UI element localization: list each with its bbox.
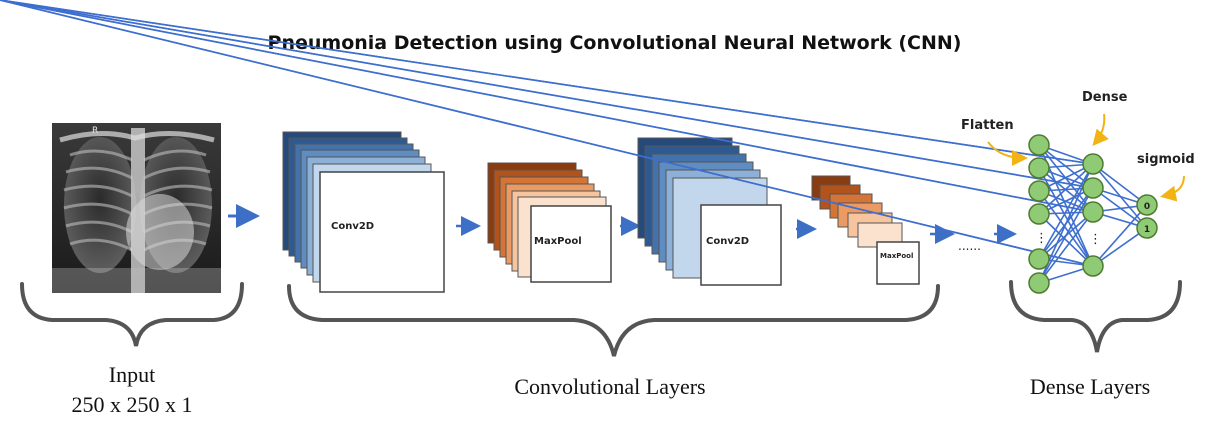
maxpool-label-1: MaxPool xyxy=(534,236,582,247)
flatten-node xyxy=(1028,203,1050,225)
connection-edge xyxy=(1038,187,1094,284)
connection-edge xyxy=(1038,163,1094,215)
sigmoid-callout-arrow xyxy=(1160,175,1185,202)
dense-node xyxy=(1082,177,1104,199)
connection-edge xyxy=(1038,163,1094,260)
conv-bracket xyxy=(287,284,940,357)
dense-label: Dense xyxy=(1082,90,1128,105)
input-bracket xyxy=(20,282,244,347)
connection-edge xyxy=(1038,213,1094,267)
flatten-node xyxy=(1028,134,1050,156)
connection-edge xyxy=(1092,227,1148,267)
connection-edge xyxy=(1092,163,1148,206)
conv2d-layer-2: Conv2D xyxy=(637,137,782,286)
dense-node xyxy=(1082,255,1104,277)
connection-edge xyxy=(1038,167,1094,267)
flatten-vertical-dots: ⋮ xyxy=(1035,231,1048,246)
output-layer-nodes: 0 1 xyxy=(1136,194,1158,239)
continuation-dots: ...... xyxy=(958,239,981,253)
dense-vertical-dots: ⋮ xyxy=(1089,232,1102,247)
connection-edge xyxy=(1092,204,1148,267)
dense-node xyxy=(1082,201,1104,223)
flatten-node xyxy=(1028,180,1050,202)
connection-edge xyxy=(0,0,1094,213)
flatten-label: Flatten xyxy=(961,118,1014,133)
output-node-1-label: 1 xyxy=(1144,225,1150,235)
dense-callout-arrow xyxy=(1092,113,1109,147)
output-node-1 xyxy=(1136,217,1158,239)
connection-edge xyxy=(1038,211,1094,284)
flatten-node xyxy=(1028,157,1050,179)
conv2d-layer-1: Conv2D xyxy=(282,131,445,293)
maxpool-label-2: MaxPool xyxy=(880,252,913,260)
maxpool-layer-2: MaxPool xyxy=(811,175,920,285)
input-group-label: Input xyxy=(108,362,156,387)
sigmoid-label: sigmoid xyxy=(1137,152,1195,167)
conv2d-label-2: Conv2D xyxy=(706,236,749,247)
dense-layer-nodes: ⋮ xyxy=(1082,153,1104,277)
flatten-callout-arrow xyxy=(987,141,1028,166)
xray-image: R xyxy=(52,123,221,293)
xray-marker: R xyxy=(92,126,98,136)
conv-group-label: Convolutional Layers xyxy=(514,374,706,399)
flatten-node xyxy=(1028,272,1050,294)
diagram-title: Pneumonia Detection using Convolutional … xyxy=(267,32,962,54)
output-node-0 xyxy=(1136,194,1158,216)
dense-node xyxy=(1082,153,1104,175)
maxpool-layer-1: MaxPool xyxy=(487,162,612,283)
flatten-layer-nodes: ⋮ xyxy=(1028,134,1050,294)
conv2d-label-1: Conv2D xyxy=(331,221,374,232)
dense-bracket xyxy=(1009,280,1182,353)
flatten-node xyxy=(1028,248,1050,270)
connection-edge xyxy=(0,0,1094,165)
connection-edge xyxy=(0,0,1094,267)
output-node-0-label: 0 xyxy=(1144,202,1150,212)
input-shape-label: 250 x 250 x 1 xyxy=(71,392,193,417)
connection-edge xyxy=(0,0,1094,189)
dense-group-label: Dense Layers xyxy=(1029,374,1151,399)
